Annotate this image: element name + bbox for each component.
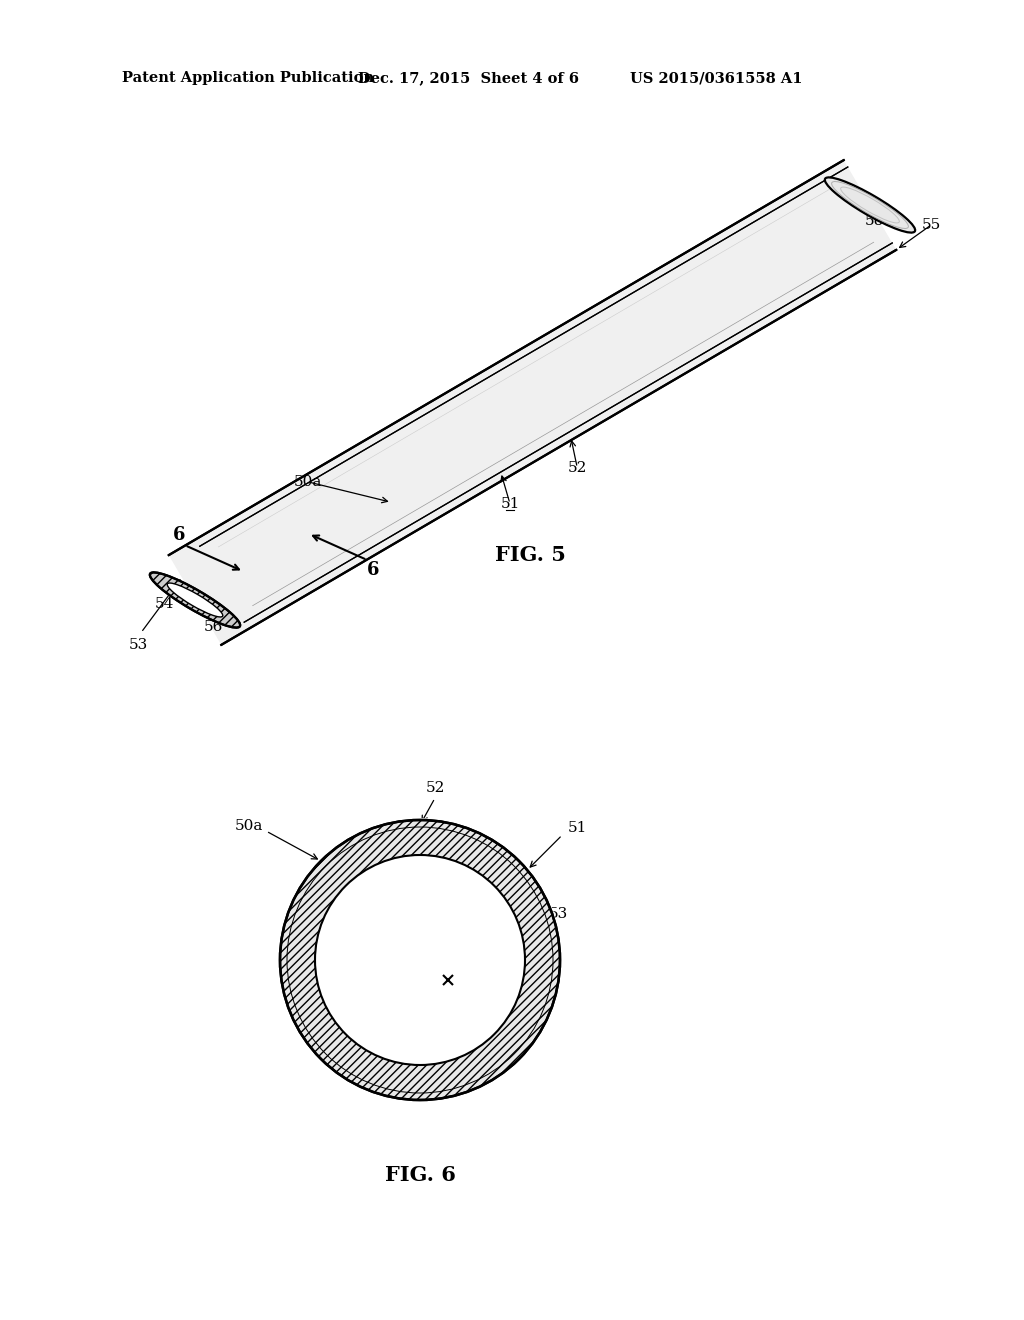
Text: 54: 54 [155, 597, 174, 611]
Text: ~54~: ~54~ [355, 935, 400, 949]
Text: US 2015/0361558 A1: US 2015/0361558 A1 [630, 71, 803, 84]
Text: FIG. 5: FIG. 5 [495, 545, 565, 565]
Text: 52: 52 [425, 781, 444, 795]
Text: 6: 6 [173, 527, 185, 544]
Text: 50a: 50a [234, 818, 263, 833]
Text: 51: 51 [567, 821, 587, 836]
Text: 6: 6 [367, 561, 379, 578]
Text: 56: 56 [204, 620, 223, 635]
Text: Dec. 17, 2015  Sheet 4 of 6: Dec. 17, 2015 Sheet 4 of 6 [358, 71, 579, 84]
Text: 53: 53 [549, 907, 568, 921]
Polygon shape [169, 160, 896, 645]
Text: 55: 55 [922, 218, 941, 232]
Text: FIG. 6: FIG. 6 [385, 1166, 456, 1185]
Circle shape [280, 820, 560, 1100]
Text: 52: 52 [567, 461, 587, 475]
Ellipse shape [150, 573, 241, 627]
Text: 53: 53 [128, 638, 147, 652]
Text: 51: 51 [501, 496, 519, 511]
Circle shape [278, 818, 562, 1102]
Circle shape [315, 855, 525, 1065]
Text: 58: 58 [864, 214, 884, 228]
Text: Patent Application Publication: Patent Application Publication [122, 71, 374, 84]
Text: –55: –55 [472, 973, 499, 987]
Ellipse shape [167, 583, 223, 616]
Text: 50a: 50a [294, 475, 322, 488]
Ellipse shape [825, 177, 915, 232]
